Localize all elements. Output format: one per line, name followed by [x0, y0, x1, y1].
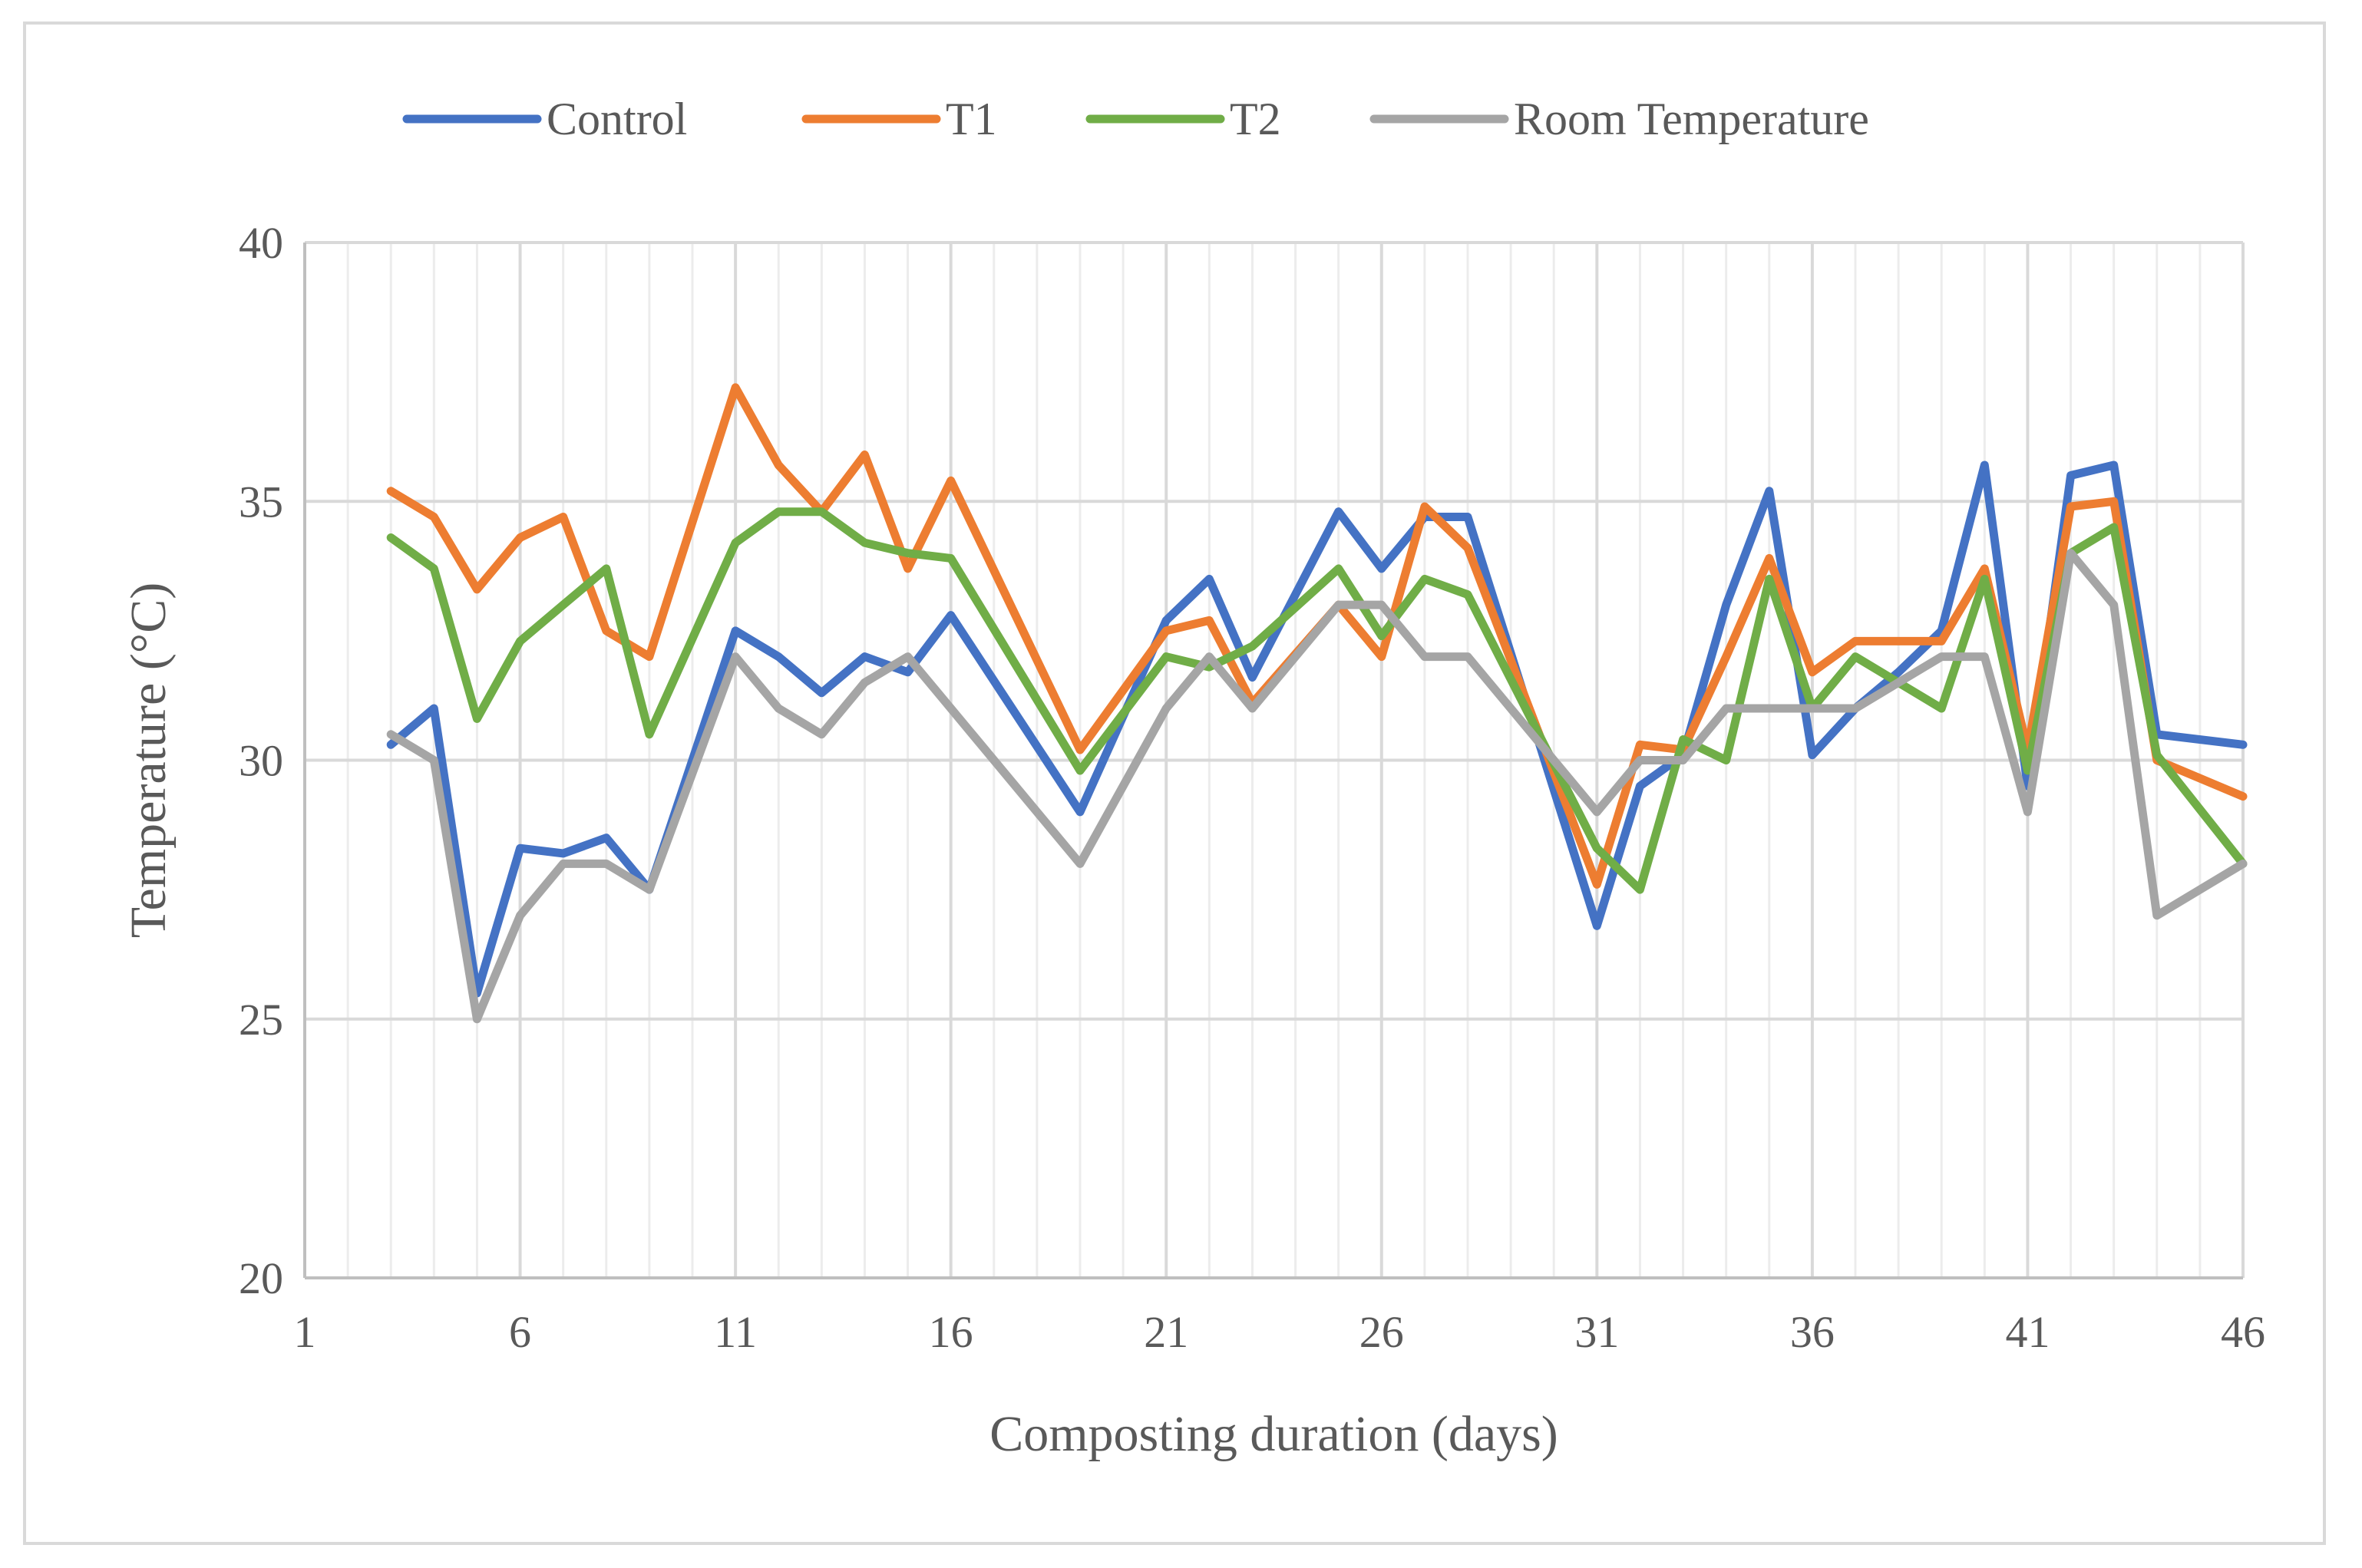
y-tick-label: 40: [239, 218, 283, 268]
legend-label: Control: [547, 94, 687, 144]
legend-label: T2: [1230, 94, 1281, 144]
series-line-room-temperature: [386, 549, 2248, 1024]
x-tick-label: 1: [294, 1307, 316, 1357]
x-tick-label: 36: [1790, 1307, 1835, 1357]
y-tick-label: 20: [239, 1253, 283, 1303]
series-layer: [386, 383, 2248, 1024]
x-tick-label: 21: [1144, 1307, 1188, 1357]
x-tick-label: 31: [1574, 1307, 1619, 1357]
x-tick-label: 46: [2221, 1307, 2265, 1357]
x-tick-label: 6: [509, 1307, 531, 1357]
y-tick-label: 35: [239, 477, 283, 527]
axes: [303, 243, 2243, 1279]
x-tick-label: 16: [929, 1307, 973, 1357]
series-line-t1: [386, 383, 2248, 889]
x-tick-label: 41: [2005, 1307, 2050, 1357]
x-axis-title: Composting duration (days): [989, 1406, 1558, 1462]
y-tick-label: 25: [239, 995, 283, 1045]
y-tick-label: 30: [239, 736, 283, 786]
y-axis-title: Temperature (°C): [121, 583, 177, 938]
x-tick-label: 11: [714, 1307, 757, 1357]
series-line-control: [386, 460, 2248, 998]
x-tick-label: 26: [1359, 1307, 1404, 1357]
legend-label: T1: [946, 94, 997, 144]
legend-label: Room Temperature: [1514, 94, 1869, 144]
legend: Control T1 T2 Room Temperature: [402, 94, 1869, 144]
grid-lines: [303, 241, 2245, 1279]
